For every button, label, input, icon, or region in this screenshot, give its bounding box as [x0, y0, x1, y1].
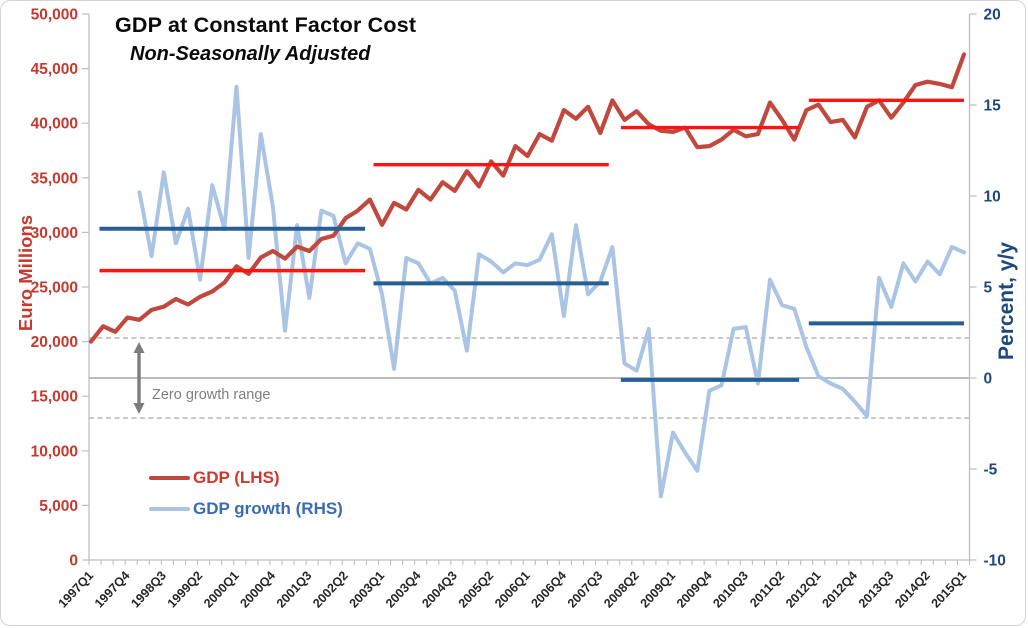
left-axis-tick-label: 35,000 — [31, 170, 78, 187]
x-axis-tick-label: 2003Q4 — [383, 568, 424, 610]
left-axis-tick-label: 5,000 — [39, 498, 78, 515]
gdp-growth-line — [137, 84, 966, 499]
x-axis-tick-label: 2014Q2 — [892, 568, 933, 610]
chart-legend: GDP (LHS) GDP growth (RHS) — [149, 468, 343, 531]
left-axis-tick-label: 50,000 — [31, 7, 78, 24]
gdp-line — [88, 52, 967, 344]
x-axis-tick-label: 2004Q3 — [419, 568, 460, 610]
x-axis-tick-label: 2001Q3 — [274, 568, 315, 610]
x-axis-tick-label: 2012Q1 — [783, 568, 824, 610]
x-axis-tick-label: 2015Q1 — [929, 568, 970, 610]
left-axis-tick-label: 20,000 — [31, 334, 78, 351]
x-axis-tick-label: 1997Q4 — [92, 568, 133, 610]
left-axis-tick-label: 45,000 — [31, 61, 78, 78]
x-axis-tick-label: 2000Q4 — [237, 568, 278, 610]
zero-growth-arrow-head-down — [133, 403, 145, 415]
x-axis-tick-label: 1998Q3 — [128, 568, 169, 610]
x-axis-tick-label: 2013Q3 — [856, 568, 897, 610]
x-axis-tick-label: 2009Q4 — [674, 568, 715, 610]
chart-title: GDP at Constant Factor Cost — [115, 13, 417, 37]
right-axis-tick-label: 5 — [984, 280, 993, 297]
left-axis-tick-label: 10,000 — [31, 443, 78, 460]
right-axis-tick-label: 15 — [984, 98, 1002, 115]
right-axis-tick-label: -5 — [984, 462, 998, 479]
left-axis-tick-label: 30,000 — [31, 225, 78, 242]
x-axis-tick-label: 2003Q1 — [347, 568, 388, 610]
right-axis-tick-label: -10 — [984, 553, 1006, 570]
left-axis-tick-label: 40,000 — [31, 116, 78, 133]
x-axis-tick-label: 2009Q1 — [638, 568, 679, 610]
x-axis-tick-label: 2007Q3 — [565, 568, 606, 610]
left-axis-tick-label: 15,000 — [31, 389, 78, 406]
x-axis-tick-label: 2000Q1 — [201, 568, 242, 610]
right-axis-tick-label: 20 — [984, 7, 1001, 24]
x-axis-tick-label: 2006Q1 — [492, 568, 533, 610]
x-axis-tick-label: 2012Q4 — [819, 568, 860, 610]
x-axis-tick-label: 2006Q4 — [528, 568, 569, 610]
x-axis-tick-label: 2008Q2 — [601, 568, 642, 610]
x-axis-tick-label: 2010Q3 — [710, 568, 751, 610]
left-axis-tick-label: 0 — [69, 553, 78, 570]
x-axis-tick-label: 2005Q2 — [456, 568, 497, 610]
x-axis-tick-label: 1999Q2 — [165, 568, 206, 610]
x-axis-tick-label: 1997Q1 — [56, 568, 97, 610]
right-axis-tick-label: 0 — [984, 371, 993, 388]
chart-subtitle: Non-Seasonally Adjusted — [130, 43, 371, 65]
x-axis-tick-label: 2002Q2 — [310, 568, 351, 610]
legend-item-gdp: GDP (LHS) — [149, 468, 343, 487]
x-axis-tick-label: 2011Q2 — [747, 568, 787, 610]
gdp-growth-line-swatch — [149, 506, 190, 512]
legend-label-gdp: GDP (LHS) — [193, 468, 280, 487]
legend-label-gdp-growth: GDP growth (RHS) — [193, 499, 343, 518]
legend-item-gdp-growth: GDP growth (RHS) — [149, 499, 343, 518]
left-axis-tick-label: 25,000 — [31, 280, 78, 297]
zero-growth-range-label: Zero growth range — [152, 387, 271, 403]
gdp-line-swatch — [149, 475, 190, 481]
right-axis-tick-label: 10 — [984, 189, 1001, 206]
right-axis-title: Percent, y/y — [995, 242, 1018, 360]
zero-growth-arrow-head-up — [133, 341, 145, 353]
left-axis-title: Euro Millions — [15, 214, 36, 332]
